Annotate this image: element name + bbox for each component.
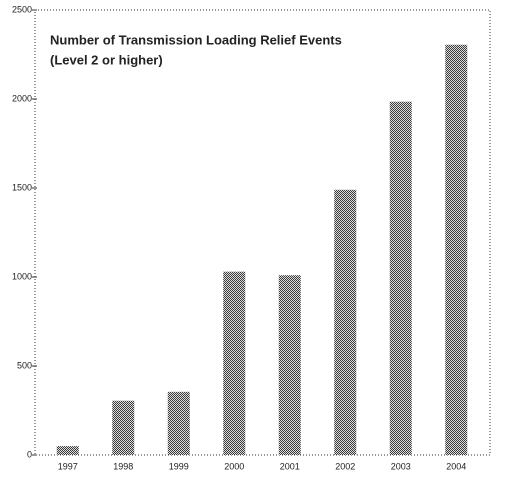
- y-tick-label: 1500: [12, 182, 32, 192]
- bar: [112, 400, 135, 455]
- y-tick-label: 2000: [12, 93, 32, 103]
- x-tick-label: 2003: [391, 461, 411, 471]
- x-tick-label: 1997: [58, 461, 78, 471]
- x-tick-label: 2001: [280, 461, 300, 471]
- chart-subtitle: (Level 2 or higher): [50, 52, 163, 67]
- x-tick-label: 1998: [113, 461, 133, 471]
- y-tick-label: 2500: [12, 4, 32, 14]
- bar: [223, 271, 246, 455]
- y-tick-label: 1000: [12, 271, 32, 281]
- x-tick-label: 2000: [224, 461, 244, 471]
- plot-frame: [34, 9, 491, 456]
- chart-title: Number of Transmission Loading Relief Ev…: [50, 32, 342, 47]
- y-tick-label: 500: [17, 360, 32, 370]
- bar: [445, 44, 468, 456]
- bar: [56, 446, 79, 455]
- x-tick-label: 2002: [335, 461, 355, 471]
- bar: [334, 189, 357, 455]
- x-tick-label: 2004: [446, 461, 466, 471]
- x-tick-label: 1999: [169, 461, 189, 471]
- bar: [389, 101, 412, 456]
- y-tick-label: 0: [27, 449, 32, 459]
- bar: [278, 275, 301, 455]
- bar: [167, 391, 190, 455]
